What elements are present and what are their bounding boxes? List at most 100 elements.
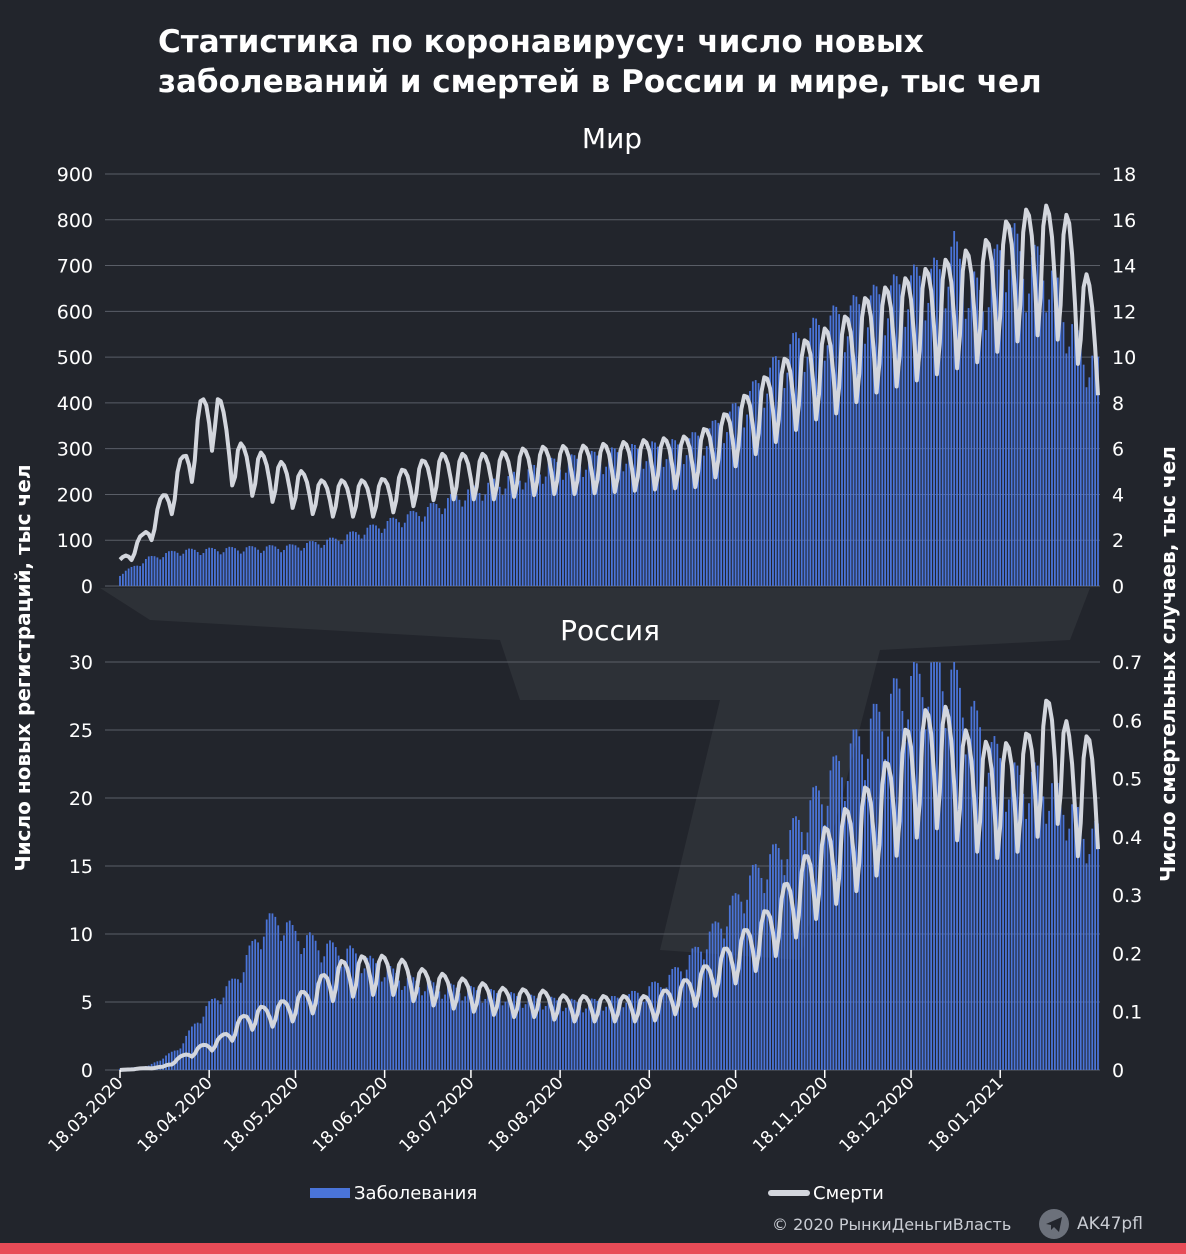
bar-cases <box>642 468 645 586</box>
bar-cases <box>930 662 933 1070</box>
bar-cases <box>829 315 832 586</box>
bar-cases <box>662 993 665 1070</box>
bar-cases <box>746 899 748 1070</box>
bar-cases <box>536 998 538 1070</box>
bar-cases <box>530 464 533 586</box>
bar-cases <box>866 327 869 586</box>
bar-cases <box>429 503 432 586</box>
bar-cases <box>472 987 475 1070</box>
bar-cases <box>518 1001 521 1070</box>
ytick-right-label: 0.2 <box>1112 943 1142 965</box>
bar-cases <box>484 494 487 586</box>
bar-cases <box>582 476 585 586</box>
bar-cases <box>576 1002 579 1070</box>
ytick-right-label: 0.3 <box>1112 885 1142 907</box>
bar-cases <box>855 296 858 586</box>
bar-cases <box>1065 840 1068 1070</box>
bar-cases <box>294 545 297 586</box>
bar-cases <box>490 478 492 586</box>
bar-cases <box>633 990 636 1070</box>
bar-cases <box>642 1001 645 1070</box>
bar-cases <box>377 971 380 1070</box>
bar-cases <box>340 966 343 1070</box>
bar-cases <box>188 548 190 586</box>
bar-cases <box>585 1008 587 1070</box>
bar-cases <box>357 962 360 1070</box>
bar-cases <box>800 352 803 586</box>
bar-cases <box>516 996 518 1070</box>
bar-cases <box>904 326 907 586</box>
bar-cases <box>567 1000 570 1070</box>
bar-cases <box>300 954 303 1070</box>
bar-cases <box>205 1006 208 1070</box>
bar-cases <box>121 573 124 586</box>
bar-cases <box>1079 819 1082 1070</box>
bar-cases <box>605 466 608 586</box>
bar-cases <box>234 978 236 1070</box>
bar-cases <box>432 502 435 586</box>
footer-telegram-handle: AK47pfl <box>1077 1214 1143 1234</box>
bar-cases <box>956 241 958 586</box>
bar-cases <box>843 352 846 586</box>
bar-cases <box>196 552 199 586</box>
bar-cases <box>590 998 593 1070</box>
bar-cases <box>239 982 242 1070</box>
bar-cases <box>774 356 777 586</box>
bar-cases <box>657 446 659 586</box>
bar-cases <box>639 996 642 1070</box>
bar-cases <box>668 974 671 1070</box>
bar-cases <box>507 994 510 1070</box>
bar-cases <box>1094 820 1097 1070</box>
bar-cases <box>216 551 219 586</box>
bar-cases <box>795 332 797 586</box>
ytick-left-label: 700 <box>57 256 93 278</box>
bar-cases <box>524 482 527 586</box>
bar-cases <box>1051 270 1053 586</box>
bar-cases <box>1048 810 1050 1070</box>
chart-world-yaxis-left: 0 100 200 300 400 500 600 700 800 900 <box>57 164 93 598</box>
bar-cases <box>349 945 352 1070</box>
bar-cases <box>406 514 409 586</box>
bar-cases <box>694 946 697 1070</box>
bar-cases <box>421 521 423 586</box>
bar-cases <box>464 996 467 1070</box>
bar-cases <box>668 443 671 586</box>
bar-cases <box>334 538 337 586</box>
bar-cases <box>1045 312 1048 586</box>
bar-cases <box>162 1058 165 1070</box>
bar-cases <box>352 948 354 1070</box>
bar-cases <box>999 758 1002 1070</box>
ytick-right-label: 0.7 <box>1112 652 1142 674</box>
bar-cases <box>967 739 970 1070</box>
bar-cases <box>182 553 185 586</box>
watermark-logo <box>100 588 1090 960</box>
bar-cases <box>769 854 771 1070</box>
bar-cases <box>372 524 375 586</box>
bar-cases <box>832 305 835 586</box>
bar-cases <box>751 864 754 1070</box>
bar-cases <box>337 540 340 586</box>
bar-cases <box>913 662 915 1070</box>
bar-cases <box>303 547 305 586</box>
ytick-left-label: 25 <box>69 720 93 742</box>
bar-cases <box>521 489 524 586</box>
ytick-left-label: 0 <box>81 1060 93 1082</box>
bar-cases <box>392 517 395 586</box>
bar-cases <box>1042 796 1045 1070</box>
bar-cases <box>1010 227 1013 586</box>
bar-cases <box>705 949 708 1070</box>
bar-cases <box>403 986 406 1070</box>
bar-cases <box>691 432 694 586</box>
bar-cases <box>895 276 898 586</box>
bar-cases <box>869 295 872 586</box>
bar-cases <box>291 544 294 586</box>
bar-cases <box>711 420 714 586</box>
bar-cases <box>1076 330 1079 586</box>
bar-cases <box>872 284 875 586</box>
bar-cases <box>772 844 774 1070</box>
bar-cases <box>757 867 760 1070</box>
bar-cases <box>495 993 498 1070</box>
bar-cases <box>277 925 280 1070</box>
ytick-left-label: 500 <box>57 347 93 369</box>
bar-cases <box>726 926 728 1070</box>
